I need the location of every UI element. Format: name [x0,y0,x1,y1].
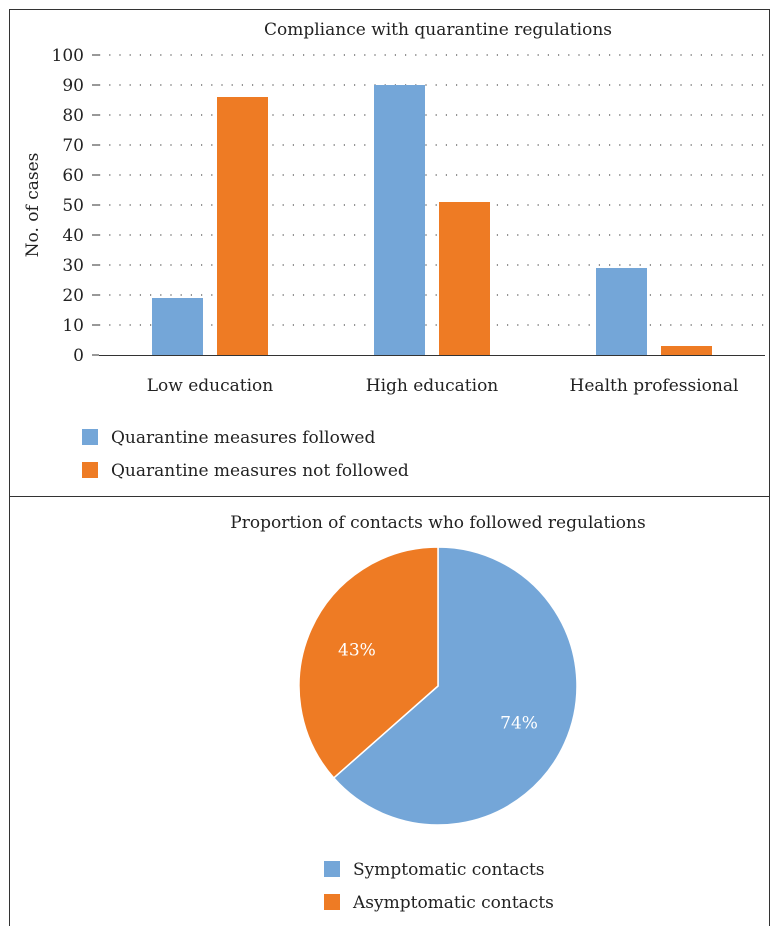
legend-swatch [324,894,340,910]
bar-y-tick-label: 20 [62,286,84,306]
bar-y-tick-label: 0 [73,346,84,366]
pie-slice-label: 74% [500,714,538,734]
bar-not-followed [217,97,268,355]
bar-x-tick-labels: Low education High education Health profes… [147,376,739,396]
bar-gridlines [99,54,765,326]
bar-x-tick-label: High education [366,376,499,396]
bar-y-tick-label: 60 [62,166,84,186]
legend-label: Quarantine measures not followed [111,461,409,481]
bar-y-tick-label: 100 [52,46,84,66]
bar-y-tick-label: 90 [62,76,84,96]
bar-y-tick-label: 50 [62,196,84,216]
pie-slices: 74% 43% [298,546,578,826]
bar-not-followed [661,346,712,355]
legend-label: Asymptomatic contacts [352,893,554,913]
bar-marks [152,85,712,355]
bar-chart-title: Compliance with quarantine regulations [264,20,612,40]
bar-y-tick-label: 10 [62,316,84,336]
bar-y-tick-label: 80 [62,106,84,126]
legend-label: Symptomatic contacts [353,860,545,880]
pie-slice-label: 43% [338,640,376,660]
pie-slice-symptomatic [332,546,578,826]
bar-y-tick-labels: 0 10 20 30 40 50 60 70 80 90 100 [52,46,99,366]
bar-followed [374,85,425,355]
legend-label: Quarantine measures followed [111,428,375,448]
bar-y-tick-label: 70 [62,136,84,156]
bar-chart-ylabel: No. of cases [23,153,43,258]
bar-x-tick-label: Low education [147,376,274,396]
legend-swatch [82,429,98,445]
legend-swatch [324,861,340,877]
bar-y-tick-label: 30 [62,256,84,276]
bar-followed [152,298,203,355]
bar-x-tick-label: Health professional [570,376,739,396]
pie-chart-title: Proportion of contacts who followed regu… [230,513,645,533]
bar-y-tick-label: 40 [62,226,84,246]
bar-followed [596,268,647,355]
bar-panel-frame [9,9,770,497]
pie-legend: Symptomatic contacts Asymptomatic contact… [324,860,554,913]
bar-not-followed [439,202,490,355]
legend-swatch [82,462,98,478]
bar-legend: Quarantine measures followed Quarantine m… [82,428,409,481]
pie-slice-asymptomatic [298,546,439,779]
